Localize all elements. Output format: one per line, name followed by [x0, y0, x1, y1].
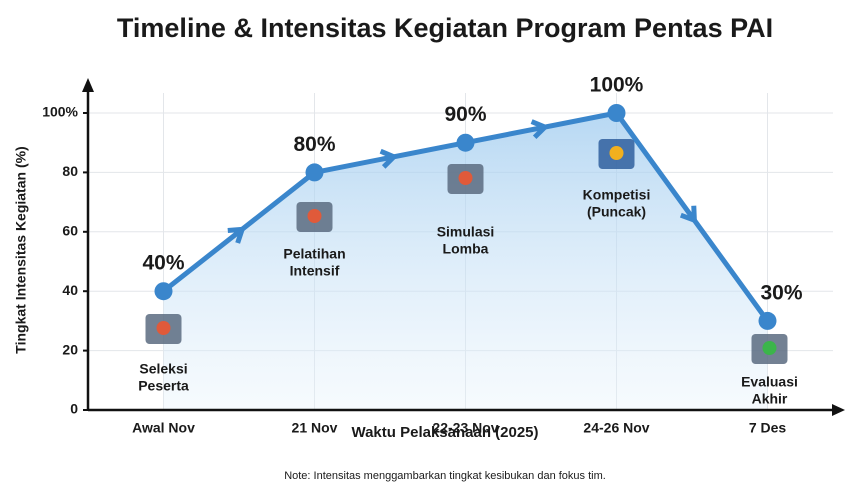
y-tick-label: 60 [62, 223, 78, 239]
icon-accent [609, 146, 624, 160]
y-tick-label: 40 [62, 282, 78, 298]
point [758, 311, 777, 330]
y-tick-label: 0 [70, 401, 78, 417]
direction-arrow [379, 148, 397, 169]
icon-accent [762, 341, 777, 355]
direction-arrow [530, 119, 548, 140]
stage-label: Evaluasi [741, 374, 798, 390]
x-tick-label: 21 Nov [292, 420, 338, 436]
value-label: 80% [293, 133, 335, 156]
stage-label: Seleksi [139, 361, 187, 377]
stage-label: Peserta [138, 378, 189, 394]
point [305, 163, 324, 182]
x-axis-arrow [832, 404, 845, 416]
x-tick-label: 22-23 Nov [432, 420, 498, 436]
point [456, 133, 475, 152]
note: Note: Intensitas menggambarkan tingkat k… [284, 470, 606, 482]
x-axis-label: Waktu Pelaksanaan (2025) [351, 424, 538, 441]
y-tick-label: 20 [62, 341, 78, 357]
point [154, 282, 173, 301]
x-tick-label: Awal Nov [132, 420, 195, 436]
stage-label: Lomba [443, 241, 489, 257]
stage-icon [447, 164, 484, 194]
stage-icon [145, 314, 182, 344]
x-tick-label: 24-26 Nov [583, 420, 649, 436]
value-label: 100% [590, 74, 644, 97]
value-label: 40% [142, 252, 184, 275]
marks [154, 104, 777, 410]
stage-icon [751, 334, 788, 364]
y-axis-label: Tingkat Intensitas Kegiatan (%) [13, 146, 29, 353]
area [163, 113, 768, 410]
value-label: 90% [444, 103, 486, 126]
point [607, 104, 626, 122]
stage-label: Pelatihan [283, 246, 345, 262]
icon-accent [458, 171, 473, 185]
value-label: 30% [760, 281, 802, 304]
y-axis-arrow [82, 78, 94, 92]
stage-label: Simulasi [437, 224, 495, 240]
stage-icon [598, 139, 635, 169]
x-tick-label: 7 Des [749, 420, 787, 436]
direction-arrow [679, 205, 697, 223]
icon-accent [307, 209, 322, 223]
icon-accent [156, 321, 171, 335]
stage-icon [296, 202, 333, 232]
stage-label: Intensif [290, 263, 340, 279]
y-tick-label: 100% [42, 104, 78, 120]
stage-label: (Puncak) [587, 204, 646, 220]
direction-arrow [227, 226, 245, 244]
stage-label: Kompetisi [583, 187, 651, 203]
stage-label: Akhir [752, 391, 788, 407]
y-tick-label: 80 [62, 163, 78, 179]
chart-title: Timeline & Intensitas Kegiatan Program P… [117, 13, 773, 43]
